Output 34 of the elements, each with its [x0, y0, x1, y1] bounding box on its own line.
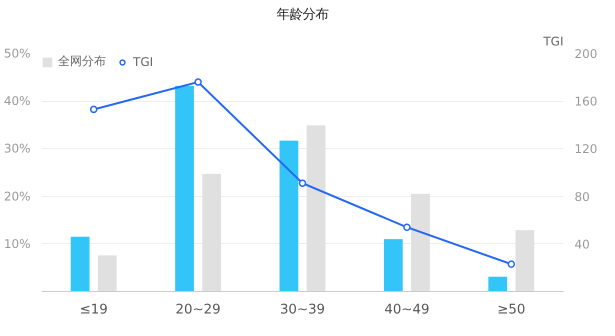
- x-tick-label: 20~29: [176, 302, 221, 318]
- bar: [202, 174, 222, 292]
- bar: [306, 125, 326, 292]
- x-tick-label: ≤19: [80, 302, 108, 318]
- y-tick-label: 20%: [4, 189, 30, 204]
- x-tick-label: ≥50: [497, 302, 526, 318]
- y2-tick-label: 40: [574, 237, 590, 252]
- y2-tick-label: 200: [574, 47, 598, 61]
- bar: [175, 86, 194, 292]
- legend-label: TGI: [133, 54, 154, 68]
- x-tick-label: 30~39: [280, 302, 326, 318]
- y-tick-label: 10%: [4, 236, 30, 251]
- bar: [280, 140, 298, 292]
- point: [298, 179, 306, 187]
- y2-axis-title: TGI: [542, 34, 564, 48]
- legend-label: 全网分布: [58, 53, 106, 70]
- point: [403, 223, 411, 231]
- bar: [384, 239, 403, 292]
- chart-title: 年龄分布: [276, 8, 328, 22]
- y-tick-label: 40%: [4, 94, 30, 108]
- point: [194, 78, 202, 86]
- bar: [515, 230, 534, 292]
- y-tick-label: 50%: [4, 46, 30, 60]
- y2-tick-label: 120: [574, 142, 598, 156]
- y-tick-label: 30%: [4, 142, 30, 156]
- x-tick-label: 40~49: [384, 302, 430, 318]
- y2-tick-label: 80: [574, 190, 590, 204]
- bar: [70, 236, 90, 292]
- bar: [411, 194, 430, 292]
- point: [90, 106, 98, 114]
- point: [508, 260, 516, 268]
- bar: [488, 276, 508, 292]
- y2-tick-label: 160: [574, 94, 598, 109]
- bar: [98, 255, 117, 292]
